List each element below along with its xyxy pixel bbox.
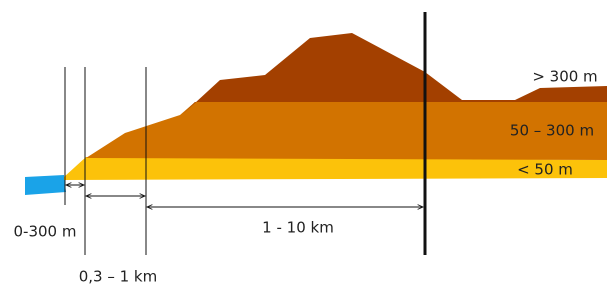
layer-label: < 50 m <box>517 161 573 179</box>
layer-label: > 300 m <box>532 68 597 86</box>
zone-label: 0-300 m <box>14 223 77 241</box>
zone-label: 1 - 10 km <box>262 219 334 237</box>
zone-label: 0,3 – 1 km <box>79 268 158 286</box>
water <box>25 175 66 195</box>
layer-label: 50 – 300 m <box>510 122 594 140</box>
diagram: 0-300 m 0,3 – 1 km 1 - 10 km > 300 m 50 … <box>0 0 607 291</box>
